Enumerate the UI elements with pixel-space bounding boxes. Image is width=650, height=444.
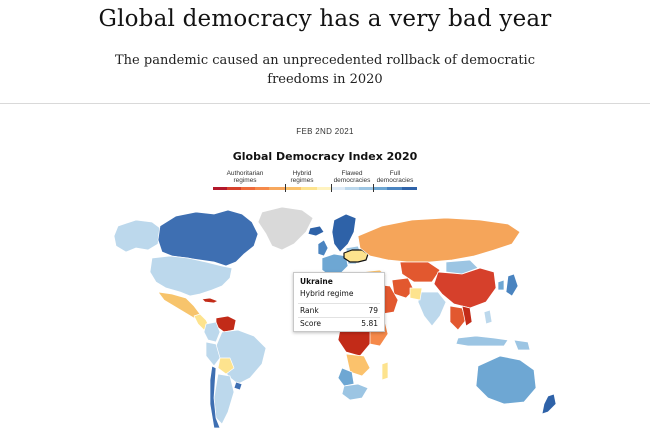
bolivia[interactable] (217, 357, 235, 375)
tooltip-country-name: Ukraine (300, 277, 333, 286)
iceland[interactable] (307, 225, 325, 237)
cuba[interactable] (201, 297, 219, 304)
indonesia[interactable] (455, 335, 509, 347)
uruguay[interactable] (233, 381, 243, 391)
tooltip-rank-value: 79 (368, 306, 378, 315)
chile[interactable] (209, 365, 221, 429)
pakistan[interactable] (409, 287, 423, 301)
legend-swatch-hybrid-2 (301, 187, 317, 190)
legend-swatch-flawed-2 (345, 187, 359, 190)
legend: Authoritarian regimes Hybrid regimes Fla… (213, 170, 417, 194)
new-zealand[interactable] (541, 393, 557, 415)
colombia[interactable] (203, 321, 221, 343)
article-headline: Global democracy has a very bad year (98, 6, 552, 32)
legend-swatch-full-2 (387, 187, 402, 190)
country-tooltip: Ukraine Hybrid regime Rank 79 Score 5.81 (293, 272, 385, 332)
mexico[interactable] (157, 291, 201, 319)
legend-swatch-authoritarian-4 (255, 187, 269, 190)
south-africa[interactable] (341, 383, 369, 401)
central-asia[interactable] (399, 261, 441, 283)
graphic-date: FEB 2ND 2021 (296, 127, 354, 136)
legend-label-authoritarian: Authoritarian regimes (226, 170, 264, 184)
india[interactable] (417, 291, 447, 327)
legend-divider-2 (331, 184, 332, 192)
philippines[interactable] (483, 309, 493, 325)
usa[interactable] (149, 255, 233, 297)
tooltip-regime: Hybrid regime (300, 289, 354, 298)
tooltip-score-value: 5.81 (361, 319, 378, 328)
legend-swatch-authoritarian-1 (213, 187, 227, 190)
russia[interactable] (357, 217, 521, 263)
legend-swatch-hybrid-1 (285, 187, 301, 190)
tooltip-divider (298, 317, 380, 318)
tooltip-rank-label: Rank (300, 306, 319, 315)
legend-divider-1 (285, 184, 286, 192)
papua[interactable] (513, 339, 531, 351)
greenland[interactable] (257, 206, 314, 251)
western-europe[interactable] (321, 253, 349, 277)
south-korea[interactable] (497, 279, 505, 291)
legend-swatch-full-1 (373, 187, 387, 190)
southeast-asia[interactable] (449, 305, 467, 331)
legend-swatch-flawed-3 (359, 187, 373, 190)
chart-title: Global Democracy Index 2020 (232, 150, 418, 163)
legend-label-full: Full democracies (376, 170, 414, 184)
japan[interactable] (505, 273, 519, 297)
peru[interactable] (205, 341, 221, 367)
united-kingdom[interactable] (317, 239, 329, 257)
legend-swatch-authoritarian-2 (227, 187, 241, 190)
madagascar[interactable] (381, 361, 389, 381)
tooltip-divider (298, 303, 380, 304)
southern-central-africa[interactable] (345, 353, 371, 377)
china[interactable] (433, 267, 497, 309)
legend-label-flawed: Flawed democracies (333, 170, 371, 184)
vietnam-laos[interactable] (461, 305, 473, 327)
tooltip-score-label: Score (300, 319, 322, 328)
argentina[interactable] (213, 373, 235, 425)
legend-swatch-full-3 (402, 187, 417, 190)
tooltip-rank-row: Rank 79 (294, 304, 384, 317)
legend-swatch-authoritarian-3 (241, 187, 255, 190)
australia[interactable] (475, 355, 537, 405)
header-divider (0, 103, 650, 104)
legend-swatch-flawed-1 (331, 187, 345, 190)
ukraine[interactable] (343, 249, 369, 263)
scandinavia[interactable] (331, 213, 357, 253)
article-subheadline: The pandemic caused an unprecedented rol… (115, 53, 535, 87)
legend-divider-3 (373, 184, 374, 192)
legend-swatch-hybrid-3 (317, 187, 331, 190)
legend-label-hybrid: Hybrid regimes (290, 170, 314, 184)
alaska[interactable] (113, 219, 161, 253)
legend-swatch-authoritarian-5 (269, 187, 285, 190)
tooltip-score-row: Score 5.81 (294, 317, 384, 330)
